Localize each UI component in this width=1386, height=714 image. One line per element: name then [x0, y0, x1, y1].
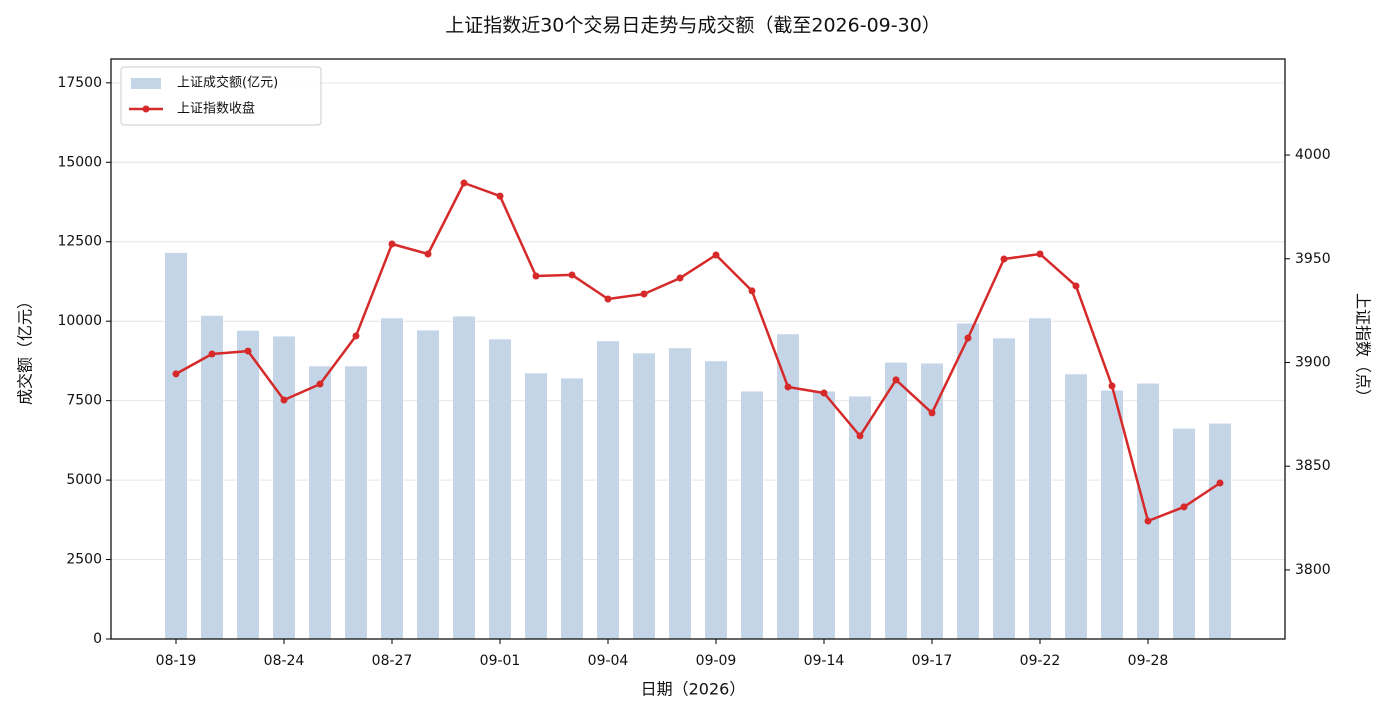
point [604, 295, 612, 303]
point [532, 272, 540, 280]
y-tick-label: 5000 [66, 472, 102, 488]
bar [633, 353, 655, 639]
bar [489, 339, 511, 639]
point [1144, 517, 1152, 525]
x-tick-label: 08-19 [156, 653, 197, 669]
chart-title: 上证指数近30个交易日走势与成交额（截至2026-09-30） [445, 15, 941, 37]
bar [669, 348, 691, 639]
point [892, 376, 900, 384]
point [748, 287, 756, 295]
y-tick-label: 0 [93, 631, 102, 647]
point [1108, 382, 1116, 390]
point [496, 192, 504, 200]
bar [993, 338, 1015, 639]
bar [273, 336, 295, 639]
point [1216, 479, 1224, 487]
y-tick-label: 2500 [66, 552, 102, 568]
x-tick-label: 08-24 [264, 653, 305, 669]
x-tick-label: 09-04 [588, 653, 629, 669]
bar [345, 366, 367, 639]
point [244, 347, 252, 355]
bar [1173, 428, 1195, 639]
x-tick-label: 08-27 [372, 653, 413, 669]
y2-tick-label: 3900 [1295, 354, 1331, 370]
x-tick-label: 09-01 [480, 653, 521, 669]
bar [561, 378, 583, 639]
y-tick-label: 17500 [57, 75, 102, 91]
x-tick-label: 09-14 [804, 653, 845, 669]
point [640, 290, 648, 298]
legend-marker [142, 105, 150, 113]
bar [309, 366, 331, 639]
legend-label: 上证指数收盘 [177, 101, 255, 117]
x-axis-label: 日期（2026） [641, 680, 746, 699]
point [1180, 503, 1188, 511]
point [568, 271, 576, 279]
bar [1101, 390, 1123, 639]
point [964, 334, 972, 342]
bar [381, 318, 403, 639]
bar [813, 391, 835, 639]
point [172, 370, 180, 378]
x-tick-label: 09-28 [1128, 653, 1169, 669]
y-tick-label: 7500 [66, 393, 102, 409]
bar [237, 330, 259, 639]
bar [597, 341, 619, 639]
point [712, 251, 720, 259]
x-tick-label: 09-17 [912, 653, 953, 669]
bar [741, 391, 763, 639]
point [1000, 255, 1008, 263]
bar [1029, 318, 1051, 639]
x-tick-label: 09-09 [696, 653, 737, 669]
bar [705, 361, 727, 639]
legend: 上证成交额(亿元) 上证指数收盘 [120, 66, 322, 126]
bar [1065, 374, 1087, 639]
y2-tick-label: 3950 [1295, 251, 1331, 267]
legend-box [120, 66, 322, 126]
y-tick-label: 10000 [57, 313, 102, 329]
point [784, 383, 792, 391]
x-tick-label: 09-22 [1020, 653, 1061, 669]
line [175, 181, 1221, 523]
point [388, 240, 396, 248]
y-tick-label: 15000 [57, 154, 102, 170]
y-axis-label: 成交额（亿元） [16, 293, 35, 405]
bar [453, 316, 475, 639]
point [1072, 282, 1080, 290]
y2-tick-label: 4000 [1295, 147, 1331, 163]
bar [1209, 423, 1231, 639]
bar [525, 373, 547, 639]
point [424, 250, 432, 258]
bar [1137, 383, 1159, 639]
y2-tick-label: 3850 [1295, 458, 1331, 474]
legend-swatch [131, 78, 161, 89]
bar [921, 363, 943, 639]
point [460, 179, 468, 187]
y-tick-label: 12500 [57, 234, 102, 250]
bar [417, 330, 439, 639]
bar [165, 252, 187, 639]
point [1036, 250, 1044, 258]
y2-tick-label: 3800 [1295, 562, 1331, 578]
point [352, 332, 360, 340]
bar [201, 315, 223, 639]
point [280, 396, 288, 404]
point [316, 380, 324, 388]
plot-frame [110, 58, 1286, 640]
bar [777, 334, 799, 639]
point [928, 409, 936, 417]
bar [885, 362, 907, 639]
bar [957, 323, 979, 639]
point [208, 350, 216, 358]
y2-axis-label: 上证指数（点） [1354, 293, 1373, 405]
bar [849, 396, 871, 639]
point [676, 274, 684, 282]
point [820, 389, 828, 397]
point [856, 432, 864, 440]
legend-label: 上证成交额(亿元) [177, 75, 278, 91]
